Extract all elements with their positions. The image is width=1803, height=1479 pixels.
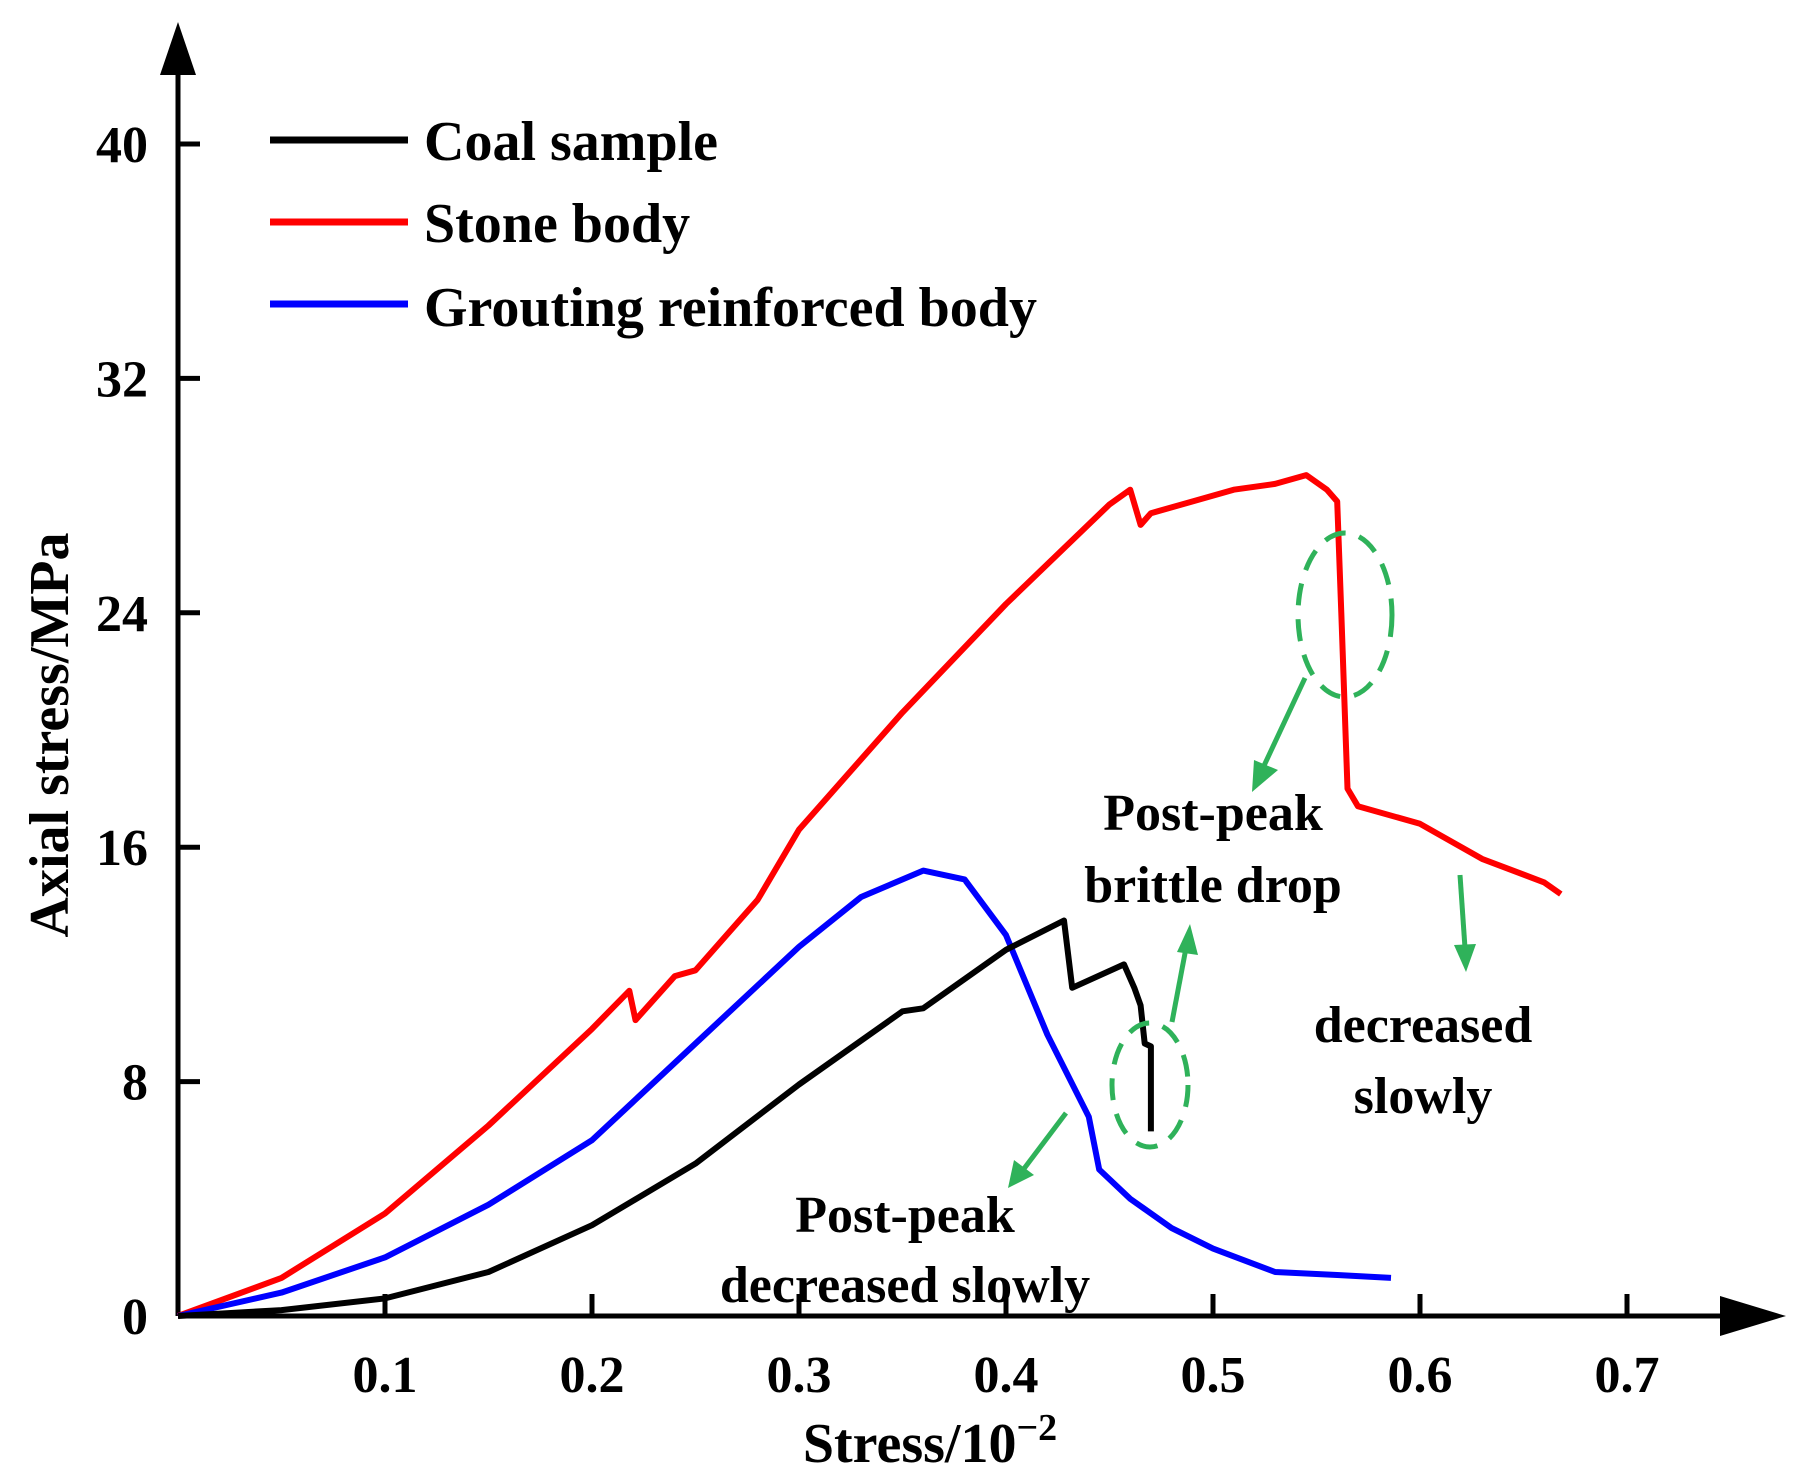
y-tick-label: 32 [96,351,148,408]
x-axis-title: Stress/10−2 [803,1407,1057,1475]
arrow-stone-to-brittle-head [1252,760,1278,792]
arrow-grout-to-slow-head [1008,1160,1034,1188]
arrow-stone-to-brittle [1259,676,1308,772]
x-tick-label: 0.5 [1181,1347,1246,1404]
ellipse-stone-drop [1295,530,1395,700]
x-ticks: 0.1 0.2 0.3 0.4 0.5 0.6 0.7 [353,1294,1660,1404]
y-tick-label: 16 [96,820,148,877]
x-tick-label: 0.6 [1388,1347,1453,1404]
x-tick-label: 0.3 [767,1347,832,1404]
legend-label-coal: Coal sample [424,111,718,173]
x-tick-label: 0.2 [560,1347,625,1404]
x-tick-label: 0.4 [974,1347,1039,1404]
y-tick-label: 0 [122,1289,148,1346]
anno-stone-line1: decreased [1314,997,1533,1054]
x-axis-arrow [1720,1296,1786,1336]
legend: Coal sample Stone body Grouting reinforc… [270,111,1037,339]
anno-brittle-line2: brittle drop [1084,857,1342,914]
ellipse-coal-drop [1109,1020,1191,1150]
x-axis-title-exponent: −2 [1016,1407,1057,1449]
series-layer [176,472,1563,1319]
y-tick-label: 40 [96,117,148,174]
y-axis-title: Axial stress/MPa [19,533,81,938]
annotations: Post-peak brittle drop Post-peak decreas… [720,530,1533,1314]
arrow-coal-to-brittle-head [1177,924,1198,955]
arrow-coal-to-brittle [1169,947,1189,1023]
legend-label-grout: Grouting reinforced body [424,277,1037,339]
y-ticks: 0 8 16 24 32 40 [96,117,200,1346]
y-tick-label: 24 [96,586,148,643]
series-line-stone [176,472,1563,1319]
x-tick-label: 0.1 [353,1347,418,1404]
anno-stone-line2: slowly [1354,1068,1493,1125]
series-line-grout [177,867,1392,1319]
axes [160,22,1786,1336]
y-axis-arrow [160,22,196,75]
anno-slow-line2: decreased slowly [720,1257,1090,1314]
legend-label-stone: Stone body [424,193,690,255]
arrow-stone-slow-head [1454,944,1476,972]
series-line-coal [177,917,1154,1319]
x-tick-label: 0.7 [1595,1347,1660,1404]
anno-slow-line1: Post-peak [795,1187,1015,1244]
anno-brittle-line1: Post-peak [1103,785,1323,842]
x-axis-title-base: Stress/10 [803,1413,1017,1475]
y-tick-label: 8 [122,1055,148,1112]
arrow-grout-to-slow [1021,1111,1068,1172]
arrow-stone-slow [1457,874,1468,949]
